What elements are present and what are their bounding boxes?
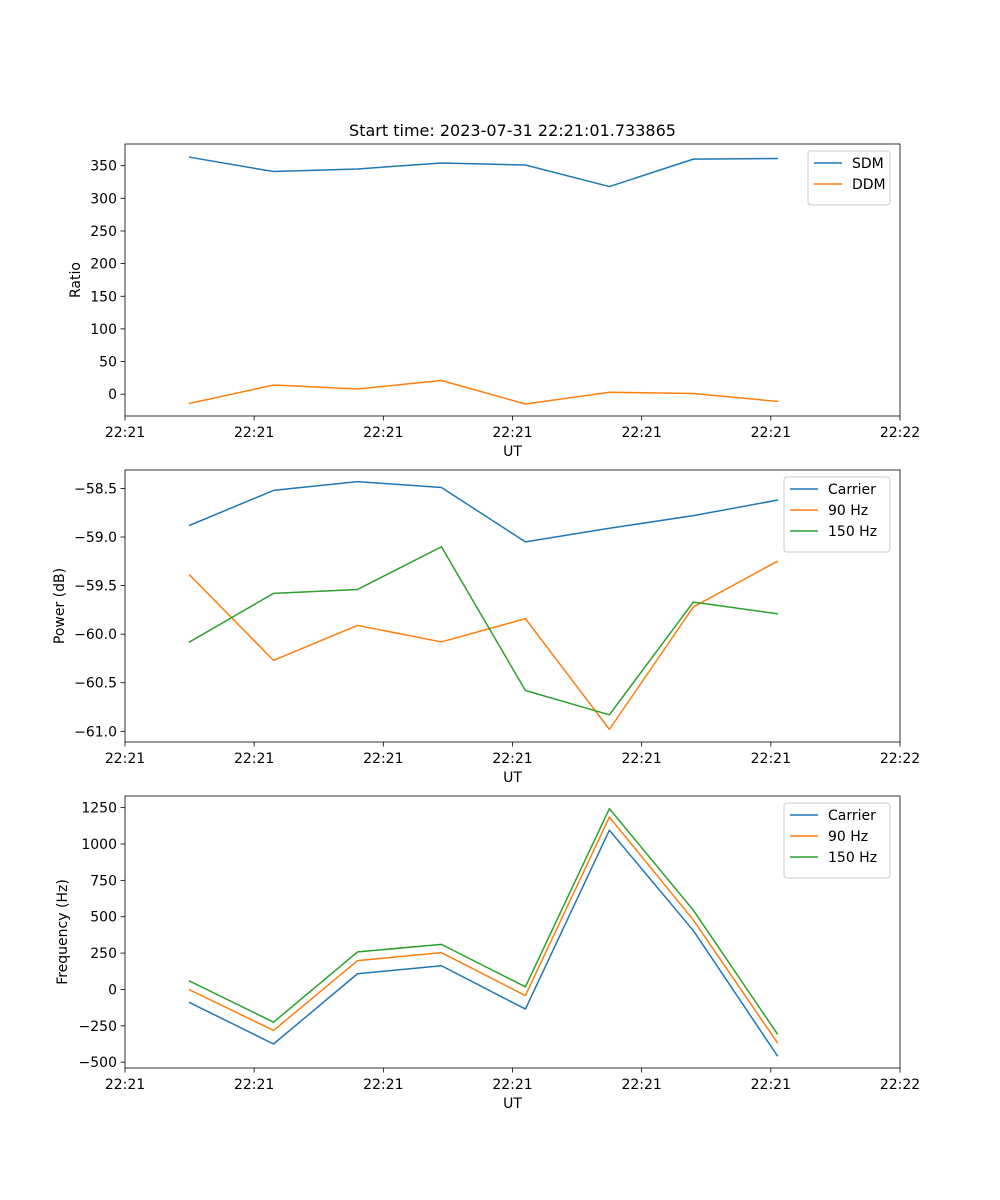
legend-label: DDM	[852, 177, 886, 193]
chart-panel-1: 22:21 22:21 22:21 22:21 22:21 22:21 22:22 0 50 10…	[68, 121, 920, 460]
y-tick-label: 1250	[81, 801, 117, 817]
y-tick-label: −61.0	[74, 724, 117, 740]
legend-label: Carrier	[828, 808, 876, 824]
series-line-sdm	[188, 156, 779, 188]
series-line-carrier	[188, 480, 779, 543]
y-tick-label: 250	[90, 224, 117, 240]
y-tick-label: 200	[90, 257, 117, 273]
x-tick-label: 22:21	[492, 751, 532, 767]
x-tick-label: 22:22	[880, 425, 920, 441]
y-tick-label: −59.0	[74, 530, 117, 546]
y-tick-label: 100	[90, 322, 117, 338]
x-tick-label: 22:21	[621, 1077, 661, 1093]
x-axis-label: UT	[503, 1096, 522, 1112]
x-tick-label: 22:21	[363, 1077, 403, 1093]
series-line-150-hz	[188, 807, 779, 1035]
x-tick-label: 22:21	[751, 751, 791, 767]
x-tick-label: 22:21	[234, 751, 274, 767]
y-axis-label: Power (dB)	[52, 568, 68, 644]
y-tick-label: −250	[79, 1019, 117, 1035]
x-tick-label: 22:21	[621, 751, 661, 767]
legend-label: SDM	[852, 156, 884, 172]
series-line-90-hz	[188, 560, 779, 731]
x-tick-label: 22:21	[363, 751, 403, 767]
legend-box	[783, 802, 891, 879]
x-tick-label: 22:21	[751, 425, 791, 441]
legend-box	[807, 150, 891, 206]
x-tick-label: 22:21	[492, 425, 532, 441]
legend-label: 90 Hz	[828, 503, 868, 519]
series-line-150-hz	[188, 545, 779, 716]
x-tick-label: 22:21	[363, 425, 403, 441]
y-tick-label: 350	[90, 159, 117, 175]
legend-label: Carrier	[828, 482, 876, 498]
y-tick-label: 150	[90, 289, 117, 305]
chart-title: Start time: 2023-07-31 22:21:01.733865	[349, 121, 676, 140]
y-axis-label: Ratio	[68, 262, 84, 298]
x-tick-label: 22:21	[105, 425, 145, 441]
x-tick-label: 22:21	[621, 425, 661, 441]
y-tick-label: 1000	[81, 837, 117, 853]
y-tick-label: 300	[90, 191, 117, 207]
series-line-ddm	[188, 379, 779, 405]
legend-box	[783, 476, 891, 553]
x-tick-label: 22:21	[105, 1077, 145, 1093]
y-tick-label: 500	[90, 910, 117, 926]
y-tick-label: 250	[90, 946, 117, 962]
y-axis-label: Frequency (Hz)	[55, 879, 71, 985]
x-tick-label: 22:22	[880, 1077, 920, 1093]
y-tick-label: 50	[99, 355, 117, 371]
chart-panel-2: 22:21 22:21 22:21 22:21 22:21 22:21 22:22 −61.0…	[52, 469, 920, 786]
legend-label: 150 Hz	[828, 524, 877, 540]
legend-label: 90 Hz	[828, 829, 868, 845]
x-tick-label: 22:22	[880, 751, 920, 767]
y-tick-label: −60.5	[74, 676, 117, 692]
x-tick-label: 22:21	[234, 425, 274, 441]
chart-panel-3: 22:21 22:21 22:21 22:21 22:21 22:21 22:22 −500 −…	[55, 795, 920, 1112]
y-tick-label: −500	[79, 1055, 117, 1071]
y-tick-label: 0	[108, 387, 117, 403]
y-tick-label: −60.0	[74, 627, 117, 643]
x-tick-label: 22:21	[105, 751, 145, 767]
y-tick-label: 0	[108, 982, 117, 998]
x-axis-label: UT	[503, 444, 522, 460]
series-line-90-hz	[188, 816, 779, 1044]
x-tick-label: 22:21	[234, 1077, 274, 1093]
x-axis-label: UT	[503, 770, 522, 786]
plot-frame	[124, 143, 901, 417]
y-tick-label: −59.5	[74, 579, 117, 595]
y-tick-label: 750	[90, 873, 117, 889]
x-tick-label: 22:21	[751, 1077, 791, 1093]
legend-label: 150 Hz	[828, 850, 877, 866]
x-tick-label: 22:21	[492, 1077, 532, 1093]
series-line-carrier	[188, 829, 779, 1057]
y-tick-label: −58.5	[74, 481, 117, 497]
